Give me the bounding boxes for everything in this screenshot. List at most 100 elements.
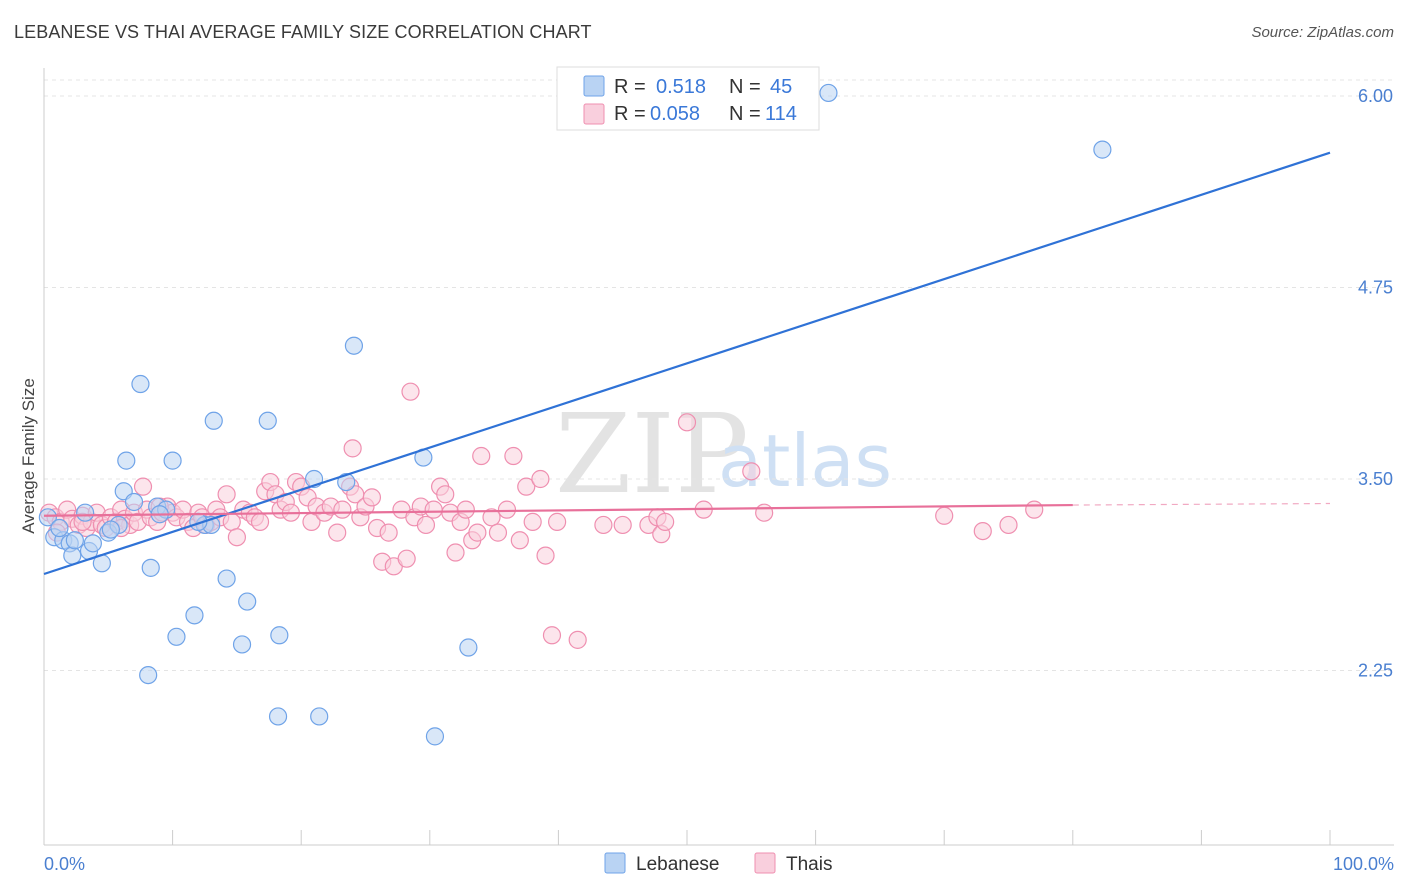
lebanese-point — [139, 665, 158, 685]
thais-point — [227, 528, 246, 547]
thais-legend-swatch — [583, 103, 605, 125]
thais-point — [397, 549, 416, 568]
lebanese-point — [131, 374, 150, 394]
lebanese-r-label: R = — [614, 76, 646, 98]
thais-point — [510, 531, 529, 550]
thais-point — [416, 515, 436, 535]
lebanese-r-value: 0.518 — [656, 76, 706, 98]
lebanese-n-value: 45 — [770, 76, 792, 98]
thais-point — [935, 506, 954, 525]
thais-n-label: N = — [729, 103, 761, 125]
thais-point — [973, 521, 992, 541]
lebanese-point — [167, 627, 186, 646]
lebanese-point — [819, 83, 838, 103]
x-tick-label-max: 100.0% — [1333, 854, 1394, 874]
thais-point — [133, 477, 153, 496]
lebanese-legend-label: Lebanese — [636, 854, 719, 875]
lebanese-point — [232, 635, 252, 654]
thais-point — [424, 500, 443, 519]
thais-point — [497, 500, 517, 519]
thais-point — [594, 515, 613, 535]
thais-point — [755, 503, 774, 522]
chart-title: LEBANESE VS THAI AVERAGE FAMILY SIZE COR… — [14, 22, 592, 42]
lebanese-point — [258, 411, 277, 430]
thais-point — [333, 500, 352, 519]
stats-legend: R = 0.518 N = 45 R = 0.058 N = 114 — [556, 66, 820, 131]
lebanese-point — [65, 531, 84, 550]
thais-trend-extension — [1072, 502, 1331, 506]
y-tick-label: 4.75 — [1358, 278, 1393, 298]
lebanese-bottom-swatch — [604, 852, 626, 874]
lebanese-point — [63, 546, 82, 565]
y-tick-label: 3.50 — [1358, 469, 1393, 489]
lebanese-point — [163, 451, 182, 470]
lebanese-point — [425, 727, 445, 746]
lebanese-point — [124, 492, 144, 512]
lebanese-point — [141, 558, 160, 577]
thais-r-label: R = — [614, 103, 646, 125]
lebanese-point — [50, 518, 69, 538]
x-tick-marks — [172, 830, 1331, 845]
thais-point — [401, 382, 420, 401]
lebanese-point — [268, 707, 288, 726]
watermark-zip: ZIP — [555, 390, 749, 518]
thais-point — [613, 515, 632, 535]
thais-point — [456, 500, 475, 519]
lebanese-point — [76, 503, 95, 522]
thais-point — [656, 512, 675, 531]
thais-trend-line — [43, 503, 1073, 517]
chart-source: Source: ZipAtlas.com — [1251, 24, 1394, 41]
thais-point — [677, 413, 697, 432]
thais-point — [536, 546, 555, 565]
thais-point — [523, 512, 542, 531]
lebanese-point — [204, 411, 223, 430]
thais-point — [504, 446, 523, 466]
lebanese-point — [310, 707, 329, 726]
lebanese-point — [38, 508, 57, 527]
trend-lines — [43, 151, 1331, 576]
lebanese-point — [217, 569, 236, 588]
thais-point — [328, 523, 347, 542]
thais-point — [548, 512, 567, 531]
thais-point — [362, 488, 382, 507]
thais-point — [1025, 500, 1044, 519]
gridlines — [44, 79, 1394, 671]
lebanese-legend-swatch — [583, 75, 605, 97]
thais-r-value: 0.058 — [650, 103, 700, 125]
lebanese-point — [270, 626, 289, 645]
thais-n-value: 114 — [765, 103, 797, 125]
thais-point — [446, 543, 465, 562]
lebanese-point — [337, 472, 356, 492]
x-tick-label-min: 0.0% — [44, 854, 85, 874]
thais-point — [436, 485, 455, 504]
thais-point — [250, 512, 270, 531]
thais-point — [343, 439, 362, 458]
thais-point — [468, 523, 487, 542]
y-tick-label: 6.00 — [1358, 86, 1393, 106]
lebanese-point — [238, 592, 257, 611]
thais-point — [568, 630, 587, 649]
thais-point — [482, 508, 501, 527]
lebanese-point — [185, 606, 204, 625]
lebanese-point — [101, 520, 120, 539]
lebanese-point — [459, 638, 478, 657]
lebanese-point — [117, 451, 136, 470]
lebanese-point — [344, 336, 364, 355]
thais-point — [488, 523, 508, 542]
watermark-atlas: atlas — [718, 419, 892, 503]
thais-point — [517, 477, 536, 496]
lebanese-point — [83, 534, 102, 553]
lebanese-point — [1093, 140, 1112, 159]
thais-point — [742, 462, 761, 481]
lebanese-trend-line — [43, 151, 1331, 576]
series-legend: Lebanese Thais — [604, 852, 832, 875]
thais-point — [217, 485, 236, 504]
y-tick-label: 2.25 — [1358, 661, 1393, 681]
y-tick-labels: 2.25 3.50 4.75 6.00 — [1358, 86, 1393, 681]
axes — [43, 68, 1394, 846]
thais-bottom-swatch — [754, 852, 776, 874]
thais-point — [379, 523, 398, 542]
thais-point — [542, 626, 562, 645]
thais-legend-label: Thais — [786, 854, 832, 875]
